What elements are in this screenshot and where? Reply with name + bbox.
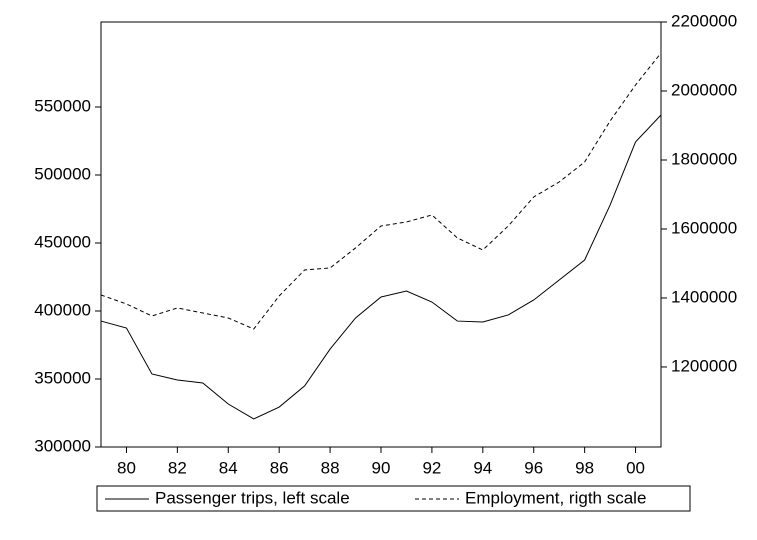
x-tick-label: 88 [321,458,340,477]
y-tick-label: 300000 [34,436,91,455]
y-tick-label: 500000 [34,164,91,183]
legend-label: Employment, rigth scale [465,488,646,507]
x-tick-label: 96 [524,458,543,477]
x-tick-label: 98 [575,458,594,477]
y-tick-label: 350000 [34,368,91,387]
series-line [100,114,662,420]
x-tick-label: 86 [270,458,289,477]
plot-frame [100,21,662,448]
y-tick-label: 550000 [34,96,91,115]
y2-tick-label: 1200000 [671,356,737,375]
y2-tick-label: 1400000 [671,287,737,306]
y-tick-label: 450000 [34,232,91,251]
x-tick-label: 82 [168,458,187,477]
y2-tick-label: 2200000 [671,11,737,30]
legend-box [96,485,691,512]
y2-tick-label: 2000000 [671,80,737,99]
y2-tick-label: 1600000 [671,218,737,237]
series-line [100,52,662,330]
x-tick-label: 94 [473,458,492,477]
x-tick-label: 80 [117,458,136,477]
y2-tick-label: 1800000 [671,149,737,168]
x-tick-label: 00 [626,458,645,477]
x-tick-label: 90 [372,458,391,477]
legend-label: Passenger trips, left scale [155,488,350,507]
x-tick-label: 92 [422,458,441,477]
x-tick-label: 84 [219,458,238,477]
y-tick-label: 400000 [34,300,91,319]
